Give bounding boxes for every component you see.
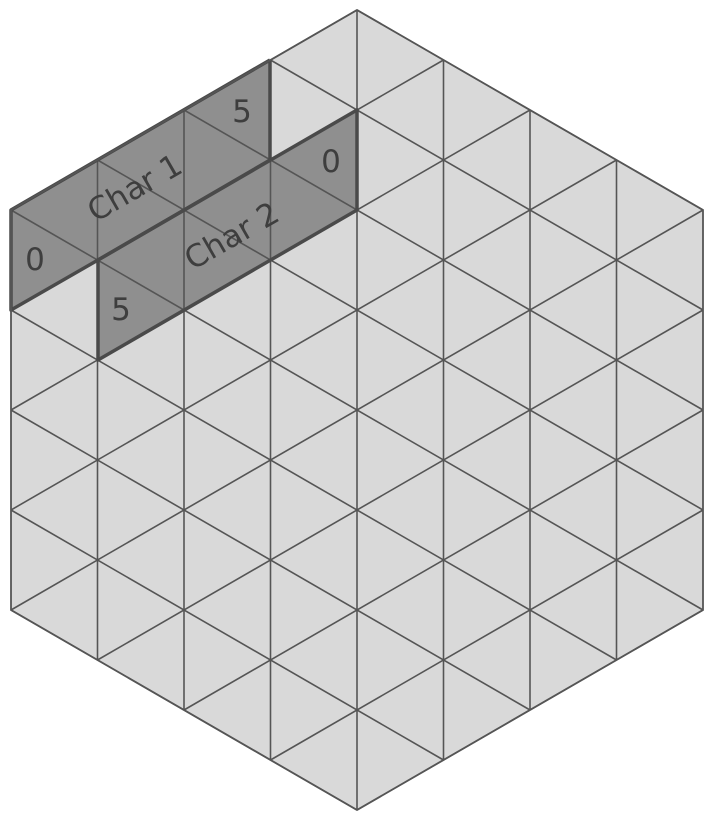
hexagon-outline — [10, 8, 704, 812]
grid-line — [10, 209, 704, 611]
grid-line — [10, 159, 617, 511]
grid-line — [97, 309, 704, 661]
char-1-end-value: 5 — [232, 94, 252, 130]
grid-line — [270, 59, 704, 311]
char-2-border — [96, 108, 359, 362]
grid-line — [10, 509, 444, 761]
grid-line — [10, 309, 617, 661]
char-2-end-value: 0 — [321, 144, 341, 180]
grid-line — [97, 159, 704, 511]
char-1-start-value: 0 — [25, 242, 45, 278]
grid-line — [270, 509, 704, 761]
char-2-start-value: 5 — [111, 292, 131, 328]
grid-line — [183, 409, 704, 711]
